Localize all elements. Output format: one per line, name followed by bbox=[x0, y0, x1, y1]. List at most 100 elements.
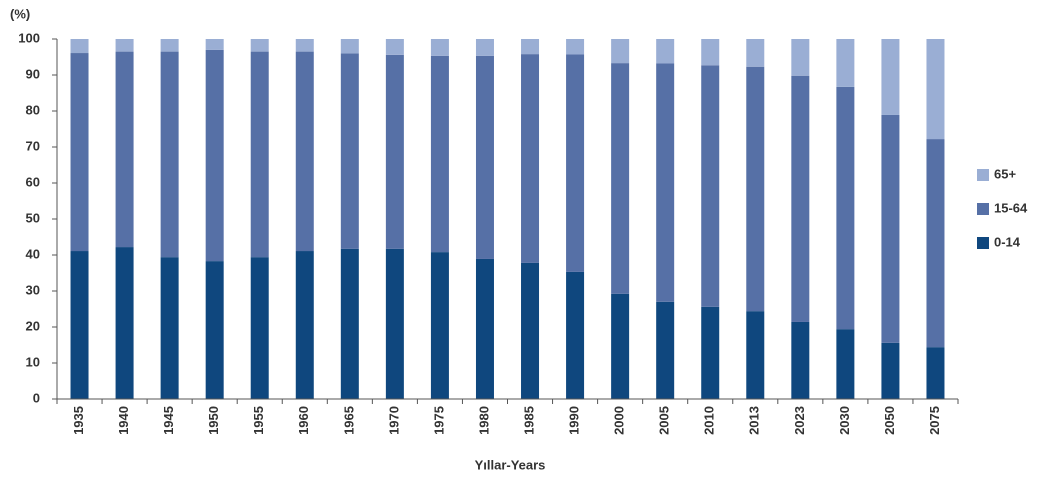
legend-swatch bbox=[977, 169, 989, 181]
y-tick-label: 40 bbox=[26, 246, 40, 261]
bar-segment bbox=[611, 63, 630, 294]
x-tick-label: 2050 bbox=[882, 406, 897, 435]
bar-segment bbox=[701, 306, 720, 399]
x-tick-label: 1965 bbox=[341, 406, 356, 435]
x-tick-label: 1935 bbox=[71, 406, 86, 435]
bar-segment bbox=[340, 39, 359, 54]
y-tick-label: 20 bbox=[26, 318, 40, 333]
x-tick-label: 2013 bbox=[747, 406, 762, 435]
bar-segment bbox=[746, 66, 765, 312]
bar-segment bbox=[160, 51, 179, 258]
bar-segment bbox=[205, 49, 224, 262]
bar-segment bbox=[250, 257, 269, 399]
bar-segment bbox=[791, 39, 810, 76]
bar-segment bbox=[475, 55, 494, 259]
bar-segment bbox=[70, 53, 89, 252]
bar-segment bbox=[70, 251, 89, 399]
bar-segment bbox=[205, 261, 224, 399]
bar-segment bbox=[430, 252, 449, 399]
legend-swatch bbox=[977, 237, 989, 249]
y-unit-label: (%) bbox=[10, 6, 30, 21]
x-tick-label: 1945 bbox=[161, 406, 176, 435]
bar-segment bbox=[566, 271, 585, 399]
bar-segment bbox=[881, 114, 900, 343]
bar-segment bbox=[926, 139, 945, 348]
y-tick-label: 60 bbox=[26, 174, 40, 189]
bar-segment bbox=[791, 321, 810, 399]
bar-segment bbox=[205, 39, 224, 50]
x-tick-label: 2023 bbox=[792, 406, 807, 435]
x-tick-label: 1985 bbox=[521, 406, 536, 435]
bar-segment bbox=[521, 262, 540, 399]
bar-segment bbox=[791, 75, 810, 322]
bar-segment bbox=[250, 39, 269, 52]
y-tick-label: 30 bbox=[26, 282, 40, 297]
bar-segment bbox=[160, 39, 179, 52]
bar-segment bbox=[521, 54, 540, 263]
bar-segment bbox=[115, 247, 134, 399]
bar-segment bbox=[295, 39, 314, 52]
x-tick-label: 2005 bbox=[657, 406, 672, 435]
bar-segment bbox=[746, 311, 765, 399]
bar-segment bbox=[611, 293, 630, 399]
bar-segment bbox=[701, 65, 720, 307]
legend-swatch bbox=[977, 203, 989, 215]
bar-segment bbox=[475, 258, 494, 399]
bar-segment bbox=[566, 39, 585, 55]
x-tick-label: 1955 bbox=[251, 406, 266, 435]
bar-segment bbox=[656, 39, 675, 64]
legend-label: 65+ bbox=[994, 166, 1016, 181]
bar-segment bbox=[250, 51, 269, 258]
legend-label: 15-64 bbox=[994, 200, 1028, 215]
x-tick-label: 1940 bbox=[116, 406, 131, 435]
y-tick-label: 80 bbox=[26, 102, 40, 117]
bar-segment bbox=[836, 86, 855, 330]
bar-segment bbox=[656, 301, 675, 399]
bar-segment bbox=[295, 251, 314, 399]
bar-segment bbox=[926, 39, 945, 140]
bar-segment bbox=[115, 39, 134, 52]
bar-segment bbox=[475, 39, 494, 56]
bar-segment bbox=[340, 248, 359, 399]
bar-segment bbox=[385, 39, 404, 55]
bar-segment bbox=[115, 51, 134, 248]
bar-segment bbox=[566, 54, 585, 272]
bar-segment bbox=[656, 63, 675, 302]
y-tick-label: 10 bbox=[26, 354, 40, 369]
x-tick-label: 1980 bbox=[476, 406, 491, 435]
y-tick-label: 50 bbox=[26, 210, 40, 225]
x-tick-label: 2030 bbox=[837, 406, 852, 435]
x-tick-label: 1975 bbox=[431, 406, 446, 435]
x-tick-label: 2000 bbox=[612, 406, 627, 435]
bar-segment bbox=[881, 39, 900, 115]
bar-segment bbox=[836, 329, 855, 399]
bar-segment bbox=[926, 347, 945, 399]
x-axis-title: Yıllar-Years bbox=[475, 457, 546, 472]
bar-segment bbox=[160, 257, 179, 399]
x-tick-label: 1960 bbox=[296, 406, 311, 435]
x-tick-label: 2010 bbox=[702, 406, 717, 435]
bar-segment bbox=[340, 53, 359, 249]
y-tick-label: 0 bbox=[33, 390, 40, 405]
bar-segment bbox=[430, 39, 449, 56]
x-tick-label: 2075 bbox=[927, 406, 942, 435]
bar-segment bbox=[701, 39, 720, 66]
bar-segment bbox=[385, 54, 404, 249]
bar-segment bbox=[70, 39, 89, 54]
bar-segment bbox=[430, 55, 449, 253]
x-tick-label: 1970 bbox=[386, 406, 401, 435]
legend-label: 0-14 bbox=[994, 234, 1021, 249]
bar-segment bbox=[295, 51, 314, 252]
x-tick-label: 1950 bbox=[206, 406, 221, 435]
y-tick-label: 90 bbox=[26, 66, 40, 81]
x-tick-label: 1990 bbox=[567, 406, 582, 435]
bar-segment bbox=[521, 39, 540, 55]
y-tick-label: 70 bbox=[26, 138, 40, 153]
bar-segment bbox=[746, 39, 765, 67]
bar-segment bbox=[611, 39, 630, 64]
y-tick-label: 100 bbox=[18, 30, 40, 45]
bar-segment bbox=[881, 342, 900, 399]
bar-segment bbox=[385, 248, 404, 399]
bar-segment bbox=[836, 39, 855, 87]
